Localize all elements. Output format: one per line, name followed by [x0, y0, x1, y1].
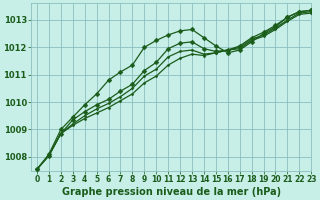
X-axis label: Graphe pression niveau de la mer (hPa): Graphe pression niveau de la mer (hPa) [61, 187, 281, 197]
